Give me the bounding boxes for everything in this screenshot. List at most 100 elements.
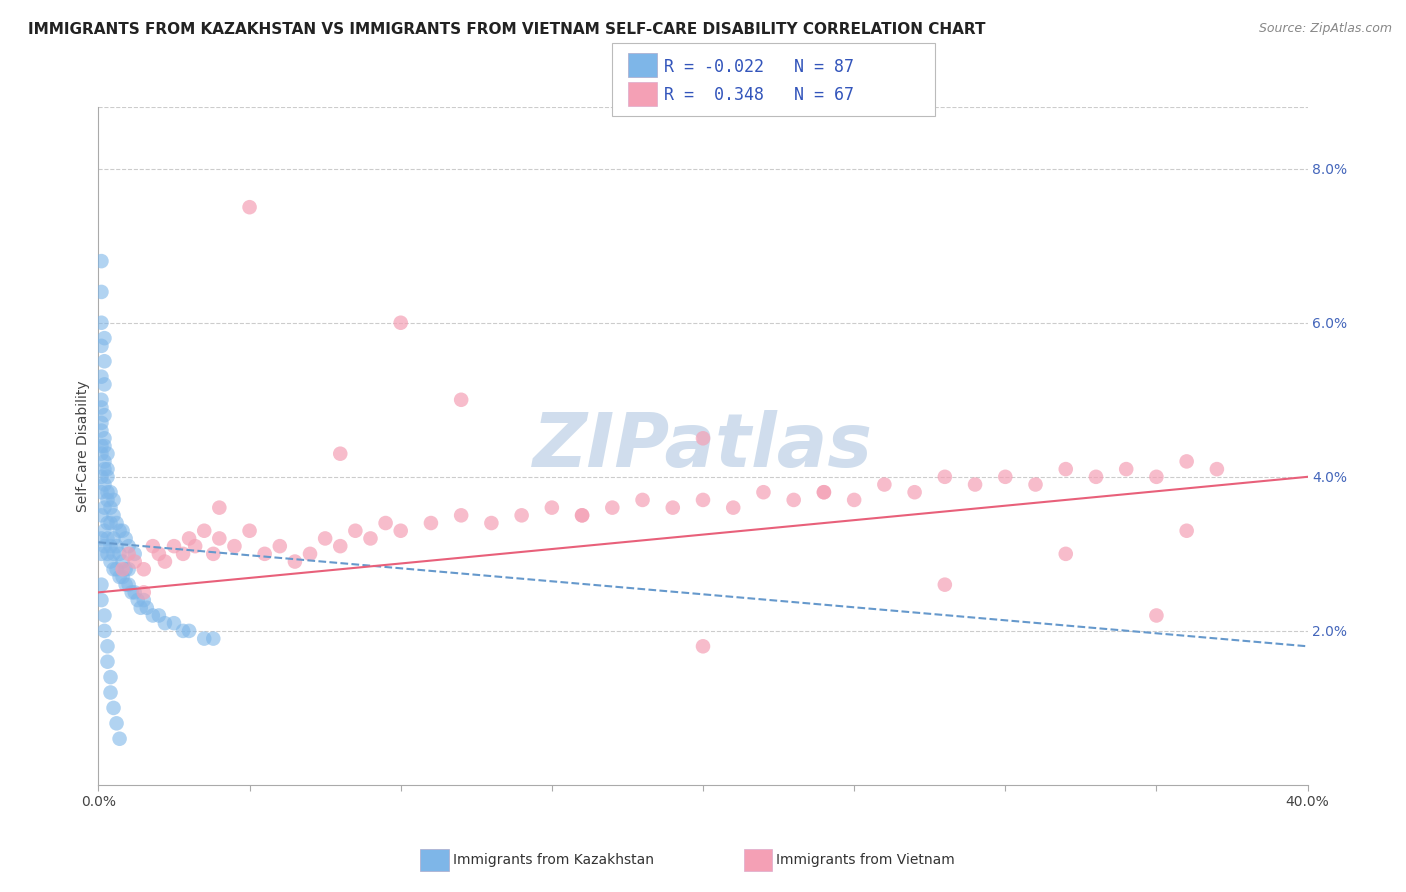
Point <box>692 431 714 445</box>
Point <box>93 462 115 476</box>
Point <box>90 593 112 607</box>
Point <box>93 624 115 638</box>
Point <box>118 547 141 561</box>
Point <box>692 492 714 507</box>
Point <box>90 392 112 407</box>
Point <box>224 539 246 553</box>
Point <box>93 408 115 422</box>
Point <box>90 285 112 299</box>
Point <box>90 532 112 546</box>
Point <box>108 524 131 538</box>
Point <box>105 716 128 731</box>
Point <box>1115 462 1137 476</box>
Point <box>299 547 322 561</box>
Point <box>90 470 112 484</box>
Point <box>108 731 131 746</box>
Point <box>93 477 115 491</box>
Point <box>172 547 194 561</box>
Point <box>124 585 146 599</box>
Point <box>96 485 118 500</box>
Point <box>135 600 157 615</box>
Point <box>90 369 112 384</box>
Point <box>934 470 956 484</box>
Point <box>269 539 291 553</box>
Point <box>142 539 165 553</box>
Point <box>184 539 207 553</box>
Point <box>103 701 125 715</box>
Point <box>1054 547 1077 561</box>
Point <box>90 316 112 330</box>
Point <box>100 539 122 553</box>
Point <box>93 454 115 468</box>
Point <box>96 492 118 507</box>
Point <box>253 547 276 561</box>
Point <box>90 254 112 268</box>
Point <box>179 532 201 546</box>
Point <box>118 562 141 576</box>
Point <box>114 577 136 591</box>
Point <box>208 500 231 515</box>
Point <box>90 447 112 461</box>
Point <box>450 508 472 523</box>
Point <box>132 593 155 607</box>
Point <box>314 532 336 546</box>
Point <box>100 500 122 515</box>
Point <box>813 485 835 500</box>
Point <box>114 532 136 546</box>
Point <box>93 524 115 538</box>
Point <box>510 508 533 523</box>
Point <box>111 570 134 584</box>
Point <box>93 500 115 515</box>
Point <box>965 477 987 491</box>
Point <box>93 439 115 453</box>
Point <box>124 555 146 569</box>
Point <box>93 377 115 392</box>
Text: Source: ZipAtlas.com: Source: ZipAtlas.com <box>1258 22 1392 36</box>
Point <box>105 516 128 530</box>
Point <box>93 608 115 623</box>
Point <box>571 508 593 523</box>
Point <box>239 200 262 214</box>
Point <box>783 492 806 507</box>
Text: R =  0.348   N = 67: R = 0.348 N = 67 <box>664 87 853 104</box>
Point <box>90 439 112 453</box>
Point <box>132 585 155 599</box>
Point <box>179 624 201 638</box>
Point <box>1206 462 1229 476</box>
Point <box>90 339 112 353</box>
Point <box>723 500 745 515</box>
Point <box>813 485 835 500</box>
Point <box>100 685 122 699</box>
Point <box>96 532 118 546</box>
Point <box>90 577 112 591</box>
Point <box>114 562 136 576</box>
Point <box>100 485 122 500</box>
Point <box>111 555 134 569</box>
Text: Immigrants from Vietnam: Immigrants from Vietnam <box>776 853 955 867</box>
Point <box>934 577 956 591</box>
Point <box>344 524 367 538</box>
Point <box>132 562 155 576</box>
Point <box>124 547 146 561</box>
Point <box>873 477 896 491</box>
Point <box>571 508 593 523</box>
Text: R = -0.022   N = 87: R = -0.022 N = 87 <box>664 58 853 76</box>
Point <box>96 516 118 530</box>
Point <box>93 331 115 345</box>
Point <box>1054 462 1077 476</box>
Text: IMMIGRANTS FROM KAZAKHSTAN VS IMMIGRANTS FROM VIETNAM SELF-CARE DISABILITY CORRE: IMMIGRANTS FROM KAZAKHSTAN VS IMMIGRANTS… <box>28 22 986 37</box>
Text: ZIPatlas: ZIPatlas <box>533 409 873 483</box>
Point <box>752 485 775 500</box>
Point <box>163 539 186 553</box>
Point <box>1175 454 1198 468</box>
Point <box>202 632 225 646</box>
Point <box>90 424 112 438</box>
Point <box>208 532 231 546</box>
Point <box>105 562 128 576</box>
Point <box>153 555 176 569</box>
Point <box>1175 524 1198 538</box>
Point <box>481 516 503 530</box>
Point <box>93 354 115 368</box>
Point <box>118 577 141 591</box>
Point <box>153 616 176 631</box>
